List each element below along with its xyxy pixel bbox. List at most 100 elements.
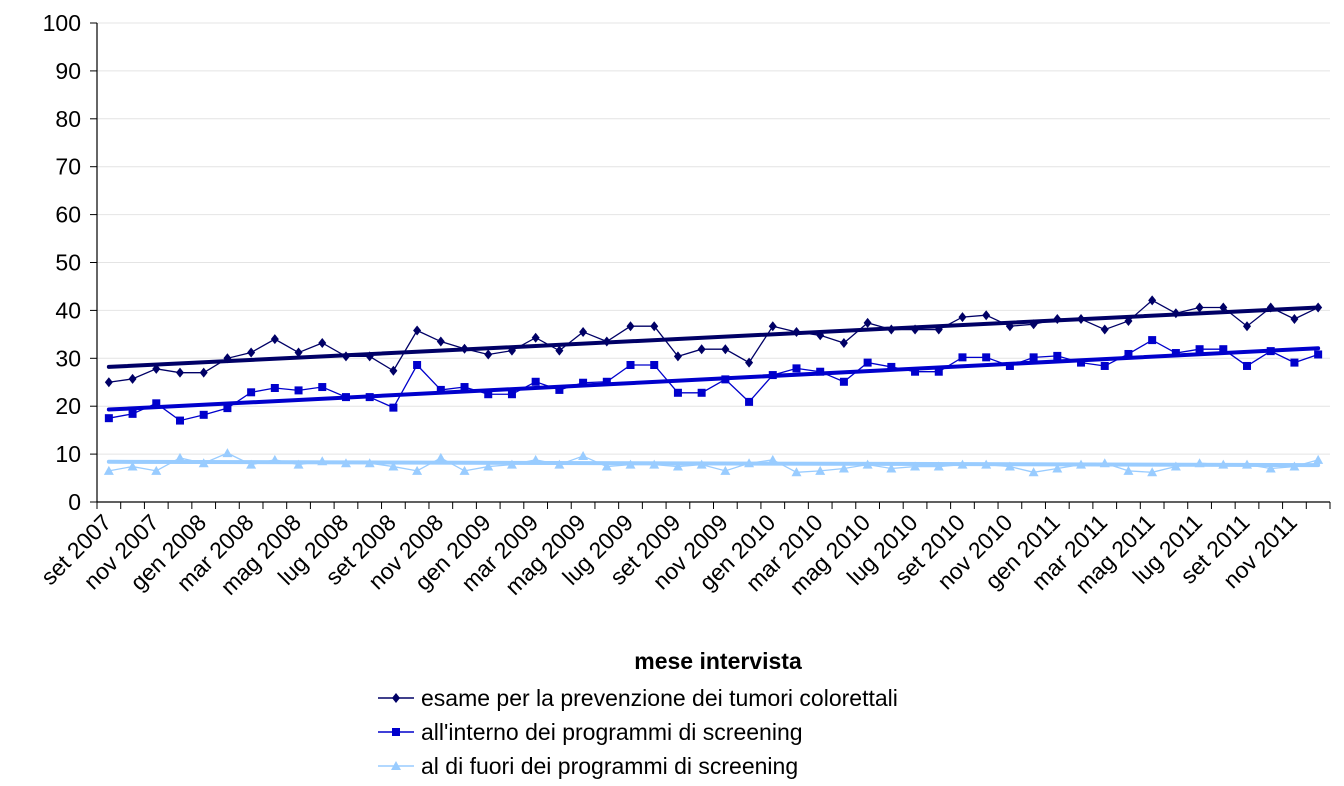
data-point [602,377,611,386]
data-point [626,321,635,332]
trendline [106,305,1321,369]
data-series [104,336,1323,425]
data-point [650,361,659,370]
data-point [886,463,897,473]
data-point [1265,463,1276,473]
data-point [341,393,350,402]
data-point [506,459,517,469]
data-point [768,321,777,332]
series-line [108,452,1319,473]
data-point [435,452,446,462]
data-point [460,383,469,392]
data-point [151,465,162,475]
data-point [910,461,921,471]
data-point [1077,358,1086,367]
legend-item: esame per la prevenzione dei tumori colo… [378,685,898,711]
data-point [1195,302,1204,313]
data-point [697,344,706,355]
data-point [364,458,375,468]
data-point [933,461,944,471]
data-point [601,461,612,471]
data-point [862,459,873,469]
data-point [839,337,848,348]
data-point [1242,459,1253,469]
data-point [483,461,494,471]
data-point [365,351,374,362]
data-point [1314,302,1323,313]
data-point [1147,467,1158,477]
data-point [174,452,185,462]
data-point [816,330,825,341]
data-point [768,371,777,380]
y-tick-label: 90 [55,58,81,84]
data-point [247,388,256,397]
data-point [887,324,896,335]
data-point [152,363,161,374]
data-point [530,454,541,464]
data-point [269,454,280,464]
trendline [106,346,1321,412]
gridlines [97,22,1330,455]
data-point [104,414,113,423]
data-point [389,403,398,412]
data-point [507,345,516,356]
data-point [554,459,565,469]
data-point [1218,459,1229,469]
data-point [839,377,848,386]
series-lines [103,295,1324,477]
data-point [1290,314,1299,325]
data-point [863,317,872,328]
data-point [1266,347,1275,356]
data-point [341,351,350,362]
data-point [1266,302,1275,313]
data-point [1053,314,1062,325]
data-point [1290,358,1299,367]
data-point [223,353,232,364]
data-point [934,367,943,376]
data-point [413,361,422,370]
legend-item: all'interno dei programmi di screening [378,719,803,745]
data-point [1171,308,1180,319]
data-point [626,361,635,370]
data-point [128,373,137,384]
data-point [650,321,659,332]
data-point [958,353,967,362]
data-point [293,459,304,469]
data-point [602,336,611,347]
data-point [579,326,588,337]
data-point [318,383,327,392]
data-point [1314,350,1323,359]
data-point [934,324,943,335]
data-point [531,377,540,386]
data-point [981,459,992,469]
data-point [1052,463,1063,473]
data-point [982,310,991,321]
data-point [1076,459,1087,469]
data-point [1005,361,1014,370]
data-point [767,454,778,464]
data-point [1170,461,1181,471]
legend-label: all'interno dei programmi di screening [421,719,803,745]
data-point [294,386,303,395]
data-point [392,728,400,736]
data-point [318,337,327,348]
legend-label: esame per la prevenzione dei tumori colo… [421,685,898,711]
data-point [507,390,516,399]
data-point [673,351,682,362]
data-point [720,465,731,475]
data-point [792,326,801,337]
data-point [270,383,279,392]
series-line [108,339,1319,422]
data-point [413,325,422,336]
data-point [957,459,968,469]
y-tick-label: 50 [55,250,81,276]
data-point [175,416,184,425]
y-tick-label: 10 [55,441,81,467]
data-point [389,365,398,376]
data-point [745,357,754,368]
data-point [555,345,564,356]
legend-item: al di fuori dei programmi di screening [378,753,798,779]
y-tick-label: 0 [68,489,81,515]
data-point [815,465,826,475]
